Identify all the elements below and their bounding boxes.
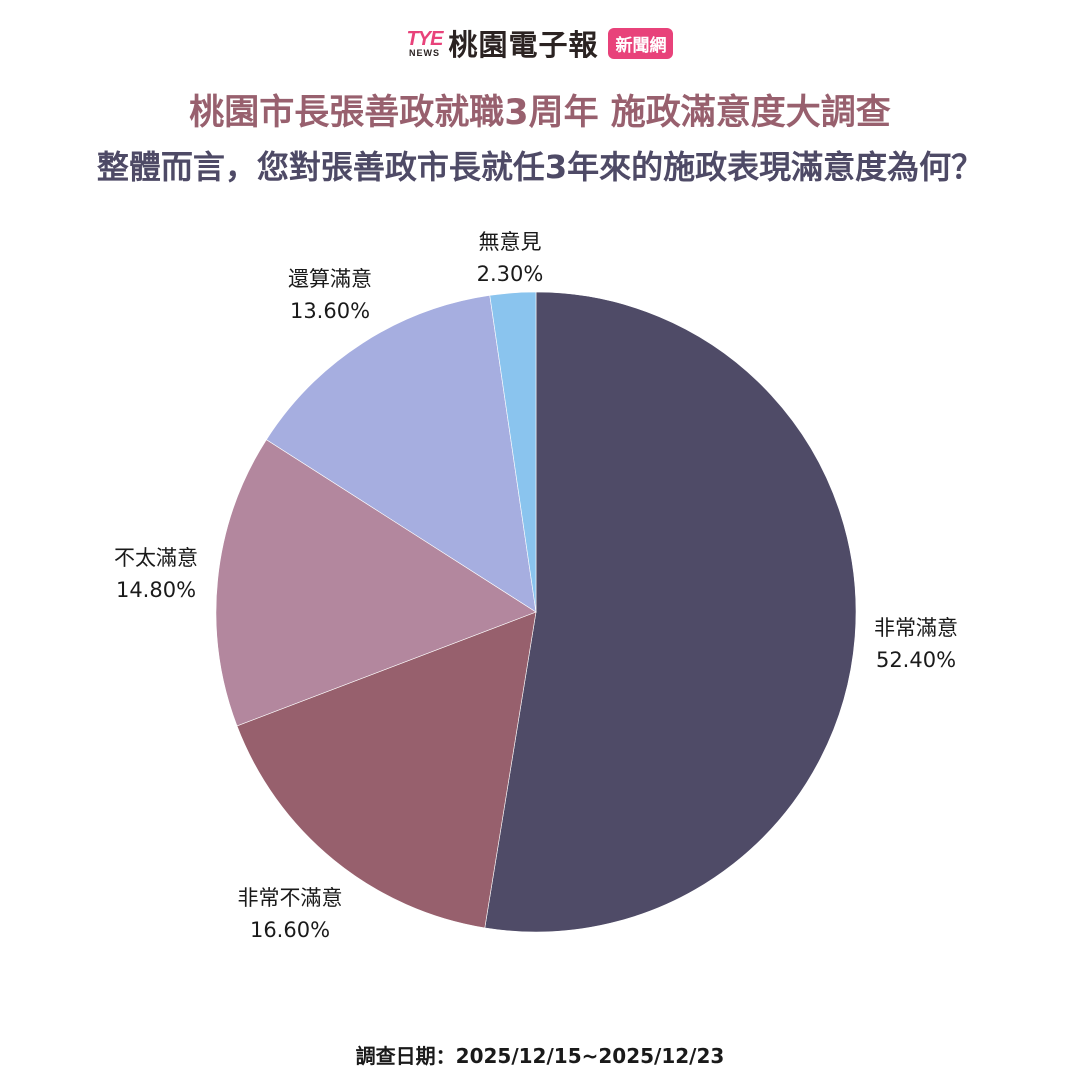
label-name: 還算滿意 [288, 267, 372, 291]
logo-mark-text: TYE [406, 27, 444, 50]
label-somewhat-satisfied: 還算滿意 13.60% [288, 263, 372, 327]
label-pct: 13.60% [289, 299, 371, 323]
label-very-dissatisfied: 非常不滿意 16.60% [238, 882, 343, 946]
label-pct: 14.80% [115, 578, 197, 602]
logo-badge: 新聞網 [608, 27, 674, 59]
site-logo: TYE NEWS 桃園電子報 新聞網 [0, 22, 1080, 64]
pie-slice-2 [215, 439, 537, 727]
label-pct: 52.40% [875, 648, 957, 672]
label-somewhat-dissatisfied: 不太滿意 14.80% [114, 542, 198, 606]
label-name: 非常不滿意 [237, 886, 343, 910]
pie-slice-3 [265, 295, 537, 613]
label-pct: 16.60% [249, 918, 331, 942]
chart-subtitle: 整體而言，您對張善政市長就任3年來的施政表現滿意度為何？ [96, 148, 984, 186]
pie-slice-1 [236, 611, 537, 929]
label-name: 非常滿意 [874, 616, 958, 640]
chart-title: 桃園市長張善政就職3周年 施政滿意度大調查 [189, 93, 891, 133]
tye-logo-mark: TYE NEWS [406, 27, 444, 58]
logo-news-text: NEWS [408, 47, 440, 58]
label-no-opinion: 無意見 2.30% [477, 226, 544, 290]
label-name: 不太滿意 [114, 546, 198, 570]
logo-site-name: 桃園電子報 [448, 28, 599, 62]
survey-date: 調查日期：2025/12/15~2025/12/23 [355, 1044, 725, 1068]
label-name: 無意見 [478, 230, 542, 254]
pie-slice-0 [484, 291, 857, 933]
pie-slice-4 [489, 291, 537, 613]
label-very-satisfied: 非常滿意 52.40% [874, 612, 958, 676]
label-pct: 2.30% [476, 262, 544, 286]
